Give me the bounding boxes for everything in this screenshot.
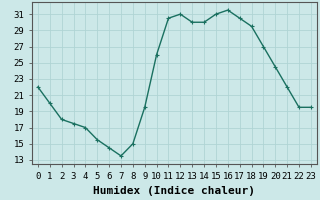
X-axis label: Humidex (Indice chaleur): Humidex (Indice chaleur)	[93, 186, 255, 196]
